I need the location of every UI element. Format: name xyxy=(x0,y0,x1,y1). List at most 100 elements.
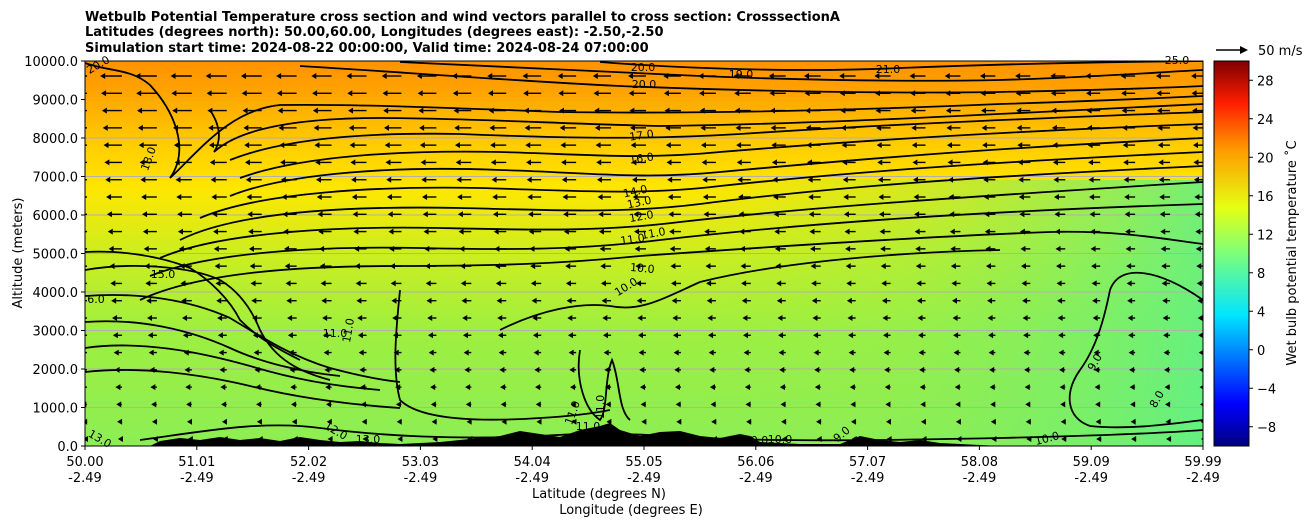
colorbar-tick-label: −8 xyxy=(1257,421,1276,436)
wind-vector-head xyxy=(425,263,431,270)
wind-vector-head xyxy=(569,366,575,373)
wind-vector-head xyxy=(1156,107,1162,114)
wind-vector-head xyxy=(111,297,117,304)
wind-vector-head xyxy=(734,90,740,97)
wind-vector-head xyxy=(1088,159,1094,166)
contour-label: 11.0 xyxy=(340,317,357,343)
wind-vector-head xyxy=(736,142,742,149)
wind-vector-head xyxy=(918,332,924,339)
wind-vector-head xyxy=(946,124,952,131)
wind-vector-head xyxy=(105,176,111,183)
wind-vector-head xyxy=(1128,332,1134,339)
wind-vector-head xyxy=(949,228,955,235)
wind-vector-head xyxy=(881,280,887,287)
wind-vectors xyxy=(71,73,1203,442)
wind-vector-head xyxy=(150,384,156,391)
wind-vector-head xyxy=(844,228,850,235)
x-tick-label-lon: -2.49 xyxy=(739,471,773,486)
wind-vector-head xyxy=(1026,436,1032,442)
wind-vector-head xyxy=(772,176,778,183)
wind-vector-head xyxy=(326,418,332,425)
contour-line-15a xyxy=(229,137,1203,197)
wind-vector-head xyxy=(811,280,817,287)
wind-vector-head xyxy=(142,228,148,235)
wind-vector-head xyxy=(350,159,356,166)
wind-vector-head xyxy=(1199,367,1203,373)
wind-vector-head xyxy=(1053,194,1059,200)
wind-vector-head xyxy=(286,297,292,304)
wind-vector-head xyxy=(80,367,85,373)
wind-vector-head xyxy=(185,384,191,391)
wind-vector-head xyxy=(283,245,289,252)
wind-vector-head xyxy=(430,384,436,391)
wind-vector-head xyxy=(920,418,926,425)
wind-vector-head xyxy=(673,332,679,339)
wind-vector-head xyxy=(879,211,885,218)
wind-vector-head xyxy=(988,349,994,356)
wind-vector-head xyxy=(920,401,926,408)
wind-vector-head xyxy=(770,124,776,131)
wind-vector-head xyxy=(358,349,364,356)
wind-vector-head xyxy=(117,418,123,425)
wind-vector-head xyxy=(528,228,534,235)
wind-vector-head xyxy=(910,90,916,97)
wind-vector-head xyxy=(1200,402,1203,407)
wind-vector-head xyxy=(631,159,637,166)
wind-vector-head xyxy=(467,436,473,442)
wind-vector-head xyxy=(348,124,354,131)
wind-vector-head xyxy=(187,436,193,442)
wind-vector-head xyxy=(804,90,810,97)
wind-vector-head xyxy=(462,315,468,321)
wind-vector-head xyxy=(144,263,150,270)
wind-vector-head xyxy=(71,194,76,200)
wind-vector-head xyxy=(326,401,332,408)
wind-vector-head xyxy=(676,418,682,425)
wind-vector-head xyxy=(311,73,317,79)
wind-vector-head xyxy=(457,194,463,200)
wind-vector-head xyxy=(152,418,158,425)
wind-vector-head xyxy=(840,124,846,131)
wind-vector-head xyxy=(596,176,602,183)
wind-vector-head xyxy=(315,176,321,183)
wind-vector-head xyxy=(1193,176,1199,183)
wind-vector-head xyxy=(314,142,320,149)
wind-vector-head xyxy=(315,159,321,166)
x-axis: 50.00-2.4951.01-2.4952.02-2.4953.03-2.49… xyxy=(66,446,1222,486)
wind-vector-head xyxy=(249,263,255,270)
contour-label: 13.0 xyxy=(626,194,653,212)
wind-vector-head xyxy=(884,384,890,391)
wind-vector-head xyxy=(287,315,293,321)
wind-vector-head xyxy=(808,194,814,200)
wind-vector-head xyxy=(317,211,323,218)
wind-vector-head xyxy=(1092,315,1098,321)
x-tick-label-lon: -2.49 xyxy=(515,471,549,486)
wind-vector-head xyxy=(246,194,252,200)
wind-vector-head xyxy=(110,280,116,287)
wind-vector-head xyxy=(639,366,645,373)
x-axis-label: Latitude (degrees N) xyxy=(532,487,666,502)
wind-vector-head xyxy=(981,124,987,131)
wind-vector-head xyxy=(877,176,883,183)
wind-vector-head xyxy=(182,332,188,339)
wind-vector-head xyxy=(850,401,856,408)
wind-vector-head xyxy=(990,401,996,408)
wind-vector-head xyxy=(145,280,151,287)
contour-label: 6.0 xyxy=(87,293,105,306)
contour-line-low-2 xyxy=(499,249,1001,331)
wind-vector-head xyxy=(322,332,328,339)
wind-vector-head xyxy=(534,366,540,373)
wind-vector-head xyxy=(770,107,776,114)
wind-vector-head xyxy=(989,384,995,391)
wind-vector-head xyxy=(460,280,466,287)
contour-line-12 xyxy=(159,181,1203,259)
quiver-key-label: 50 m/s xyxy=(1258,44,1303,59)
wind-vector-head xyxy=(1164,366,1170,373)
wind-vector-head xyxy=(140,176,146,183)
wind-vector-head xyxy=(568,349,574,356)
contour-line-low-1 xyxy=(394,289,611,421)
wind-vector-head xyxy=(919,366,925,373)
y-tick-label: 6000.0 xyxy=(33,209,79,224)
x-tick-label-lat: 51.01 xyxy=(178,455,215,470)
wind-vector-head xyxy=(984,211,990,218)
wind-vector-head xyxy=(1018,176,1024,183)
